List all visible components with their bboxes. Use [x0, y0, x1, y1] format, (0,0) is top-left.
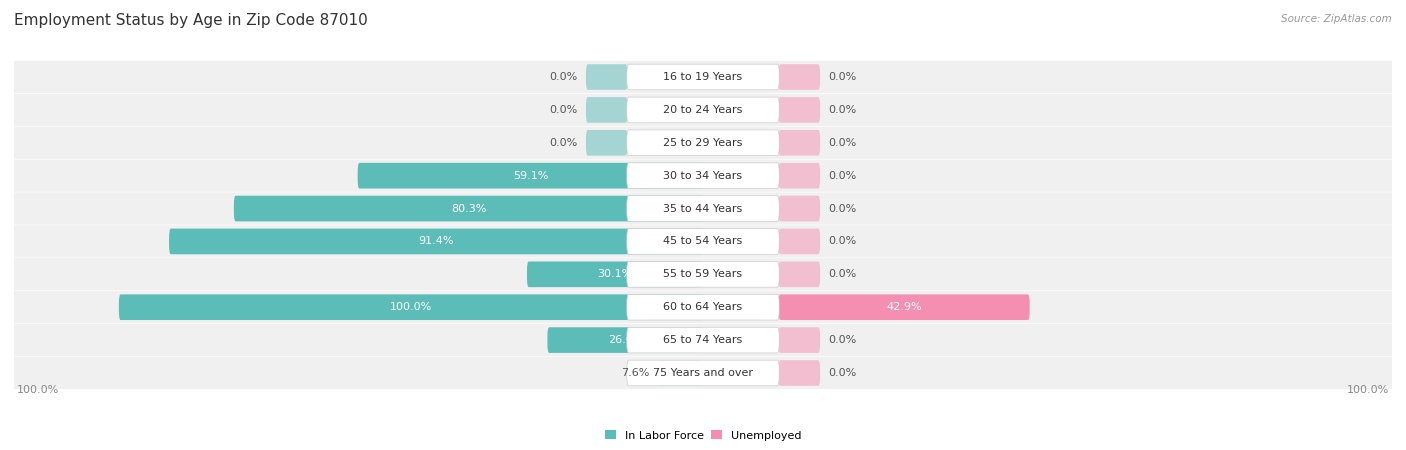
Text: 30 to 34 Years: 30 to 34 Years	[664, 171, 742, 180]
FancyBboxPatch shape	[233, 196, 703, 221]
Text: 91.4%: 91.4%	[419, 236, 454, 247]
FancyBboxPatch shape	[779, 163, 820, 189]
Text: 0.0%: 0.0%	[828, 203, 856, 214]
FancyBboxPatch shape	[357, 163, 703, 189]
FancyBboxPatch shape	[779, 360, 820, 386]
Text: 7.6%: 7.6%	[621, 368, 650, 378]
FancyBboxPatch shape	[627, 196, 779, 221]
Legend: In Labor Force, Unemployed: In Labor Force, Unemployed	[600, 426, 806, 445]
FancyBboxPatch shape	[658, 360, 703, 386]
Text: 0.0%: 0.0%	[828, 368, 856, 378]
FancyBboxPatch shape	[586, 97, 627, 123]
Text: 45 to 54 Years: 45 to 54 Years	[664, 236, 742, 247]
Text: 42.9%: 42.9%	[886, 302, 922, 312]
Text: 65 to 74 Years: 65 to 74 Years	[664, 335, 742, 345]
Text: 35 to 44 Years: 35 to 44 Years	[664, 203, 742, 214]
Text: 20 to 24 Years: 20 to 24 Years	[664, 105, 742, 115]
FancyBboxPatch shape	[586, 64, 627, 90]
FancyBboxPatch shape	[627, 64, 779, 90]
Text: 60 to 64 Years: 60 to 64 Years	[664, 302, 742, 312]
FancyBboxPatch shape	[779, 327, 820, 353]
Text: 30.1%: 30.1%	[598, 270, 633, 279]
FancyBboxPatch shape	[627, 163, 779, 189]
FancyBboxPatch shape	[1, 193, 1405, 225]
Text: Source: ZipAtlas.com: Source: ZipAtlas.com	[1281, 14, 1392, 23]
FancyBboxPatch shape	[627, 130, 779, 156]
FancyBboxPatch shape	[627, 261, 779, 287]
FancyBboxPatch shape	[627, 360, 779, 386]
FancyBboxPatch shape	[1, 94, 1405, 126]
FancyBboxPatch shape	[627, 229, 779, 254]
Text: 0.0%: 0.0%	[550, 105, 578, 115]
Text: 16 to 19 Years: 16 to 19 Years	[664, 72, 742, 82]
FancyBboxPatch shape	[547, 327, 703, 353]
Text: 80.3%: 80.3%	[451, 203, 486, 214]
FancyBboxPatch shape	[779, 261, 820, 287]
FancyBboxPatch shape	[1, 126, 1405, 159]
FancyBboxPatch shape	[779, 229, 820, 254]
Text: 0.0%: 0.0%	[550, 138, 578, 148]
FancyBboxPatch shape	[1, 291, 1405, 323]
FancyBboxPatch shape	[527, 261, 703, 287]
Text: 100.0%: 100.0%	[1347, 385, 1389, 396]
Text: 0.0%: 0.0%	[828, 138, 856, 148]
FancyBboxPatch shape	[779, 196, 820, 221]
FancyBboxPatch shape	[1, 61, 1405, 93]
FancyBboxPatch shape	[1, 357, 1405, 389]
Text: 0.0%: 0.0%	[828, 105, 856, 115]
Text: 0.0%: 0.0%	[828, 72, 856, 82]
FancyBboxPatch shape	[169, 229, 703, 254]
Text: 0.0%: 0.0%	[828, 335, 856, 345]
FancyBboxPatch shape	[1, 324, 1405, 356]
FancyBboxPatch shape	[627, 97, 779, 123]
FancyBboxPatch shape	[627, 294, 779, 320]
FancyBboxPatch shape	[779, 130, 820, 156]
FancyBboxPatch shape	[779, 64, 820, 90]
FancyBboxPatch shape	[627, 327, 779, 353]
FancyBboxPatch shape	[586, 130, 627, 156]
FancyBboxPatch shape	[1, 160, 1405, 192]
FancyBboxPatch shape	[779, 97, 820, 123]
Text: 100.0%: 100.0%	[389, 302, 432, 312]
Text: Employment Status by Age in Zip Code 87010: Employment Status by Age in Zip Code 870…	[14, 14, 368, 28]
Text: 75 Years and over: 75 Years and over	[652, 368, 754, 378]
FancyBboxPatch shape	[1, 258, 1405, 290]
Text: 0.0%: 0.0%	[828, 270, 856, 279]
FancyBboxPatch shape	[120, 294, 703, 320]
Text: 25 to 29 Years: 25 to 29 Years	[664, 138, 742, 148]
Text: 100.0%: 100.0%	[17, 385, 59, 396]
FancyBboxPatch shape	[1, 225, 1405, 257]
Text: 59.1%: 59.1%	[513, 171, 548, 180]
Text: 26.6%: 26.6%	[607, 335, 643, 345]
Text: 0.0%: 0.0%	[550, 72, 578, 82]
Text: 0.0%: 0.0%	[828, 171, 856, 180]
Text: 55 to 59 Years: 55 to 59 Years	[664, 270, 742, 279]
FancyBboxPatch shape	[779, 294, 1029, 320]
Text: 0.0%: 0.0%	[828, 236, 856, 247]
